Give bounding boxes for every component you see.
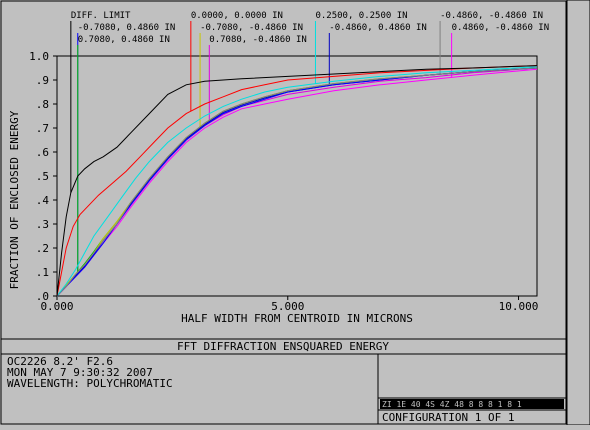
x-axis-ticks: 0.000 5.000 10.000 [40, 296, 538, 313]
y-tick-label: .4 [36, 194, 50, 207]
legend-label: 0.7080, 0.4860 IN [78, 35, 170, 45]
report-title: FFT DIFFRACTION ENSQUARED ENERGY [177, 340, 389, 353]
legend-label: -0.4860, -0.4860 IN [440, 11, 543, 21]
x-tick-label: 10.000 [499, 300, 539, 313]
legend-label: -0.7080, 0.4860 IN [78, 23, 176, 33]
series-line [56, 67, 538, 297]
y-tick-label: .5 [36, 170, 49, 183]
y-tick-label: .8 [36, 98, 49, 111]
legend-label: -0.4860, 0.4860 IN [329, 23, 427, 33]
y-tick-label: .7 [36, 122, 49, 135]
curve-group [56, 65, 538, 297]
y-tick-label: .1 [36, 266, 49, 279]
y-tick-label: .9 [36, 74, 49, 87]
legend-label: DIFF. LIMIT [71, 11, 131, 21]
vertical-scrollbar[interactable] [566, 0, 590, 426]
info-line-wavelength: WAVELENGTH: POLYCHROMATIC [7, 377, 173, 390]
legend-label: 0.7080, -0.4860 IN [209, 35, 307, 45]
y-tick-label: .6 [36, 146, 49, 159]
y-axis-ticks: .0 .1 .2 .3 .4 .5 .6 .7 .8 .9 1.0 [29, 50, 57, 303]
y-tick-label: .0 [36, 290, 49, 303]
y-tick-label: 1.0 [29, 50, 49, 63]
footer-strip-bg [380, 399, 564, 409]
series-line [56, 65, 538, 297]
legend-labels: DIFF. LIMIT 0.0000, 0.0000 IN 0.2500, 0.25… [71, 11, 549, 45]
y-axis-label: FRACTION OF ENCLOSED ENERGY [8, 110, 21, 289]
y-tick-label: .3 [36, 218, 49, 231]
footer-strip-text: ZI 1E 40 4S 4Z 48 8 8 8 1 8 1 [382, 400, 522, 409]
legend-label: 0.2500, 0.2500 IN [315, 11, 407, 21]
legend-label: 0.4860, -0.4860 IN [452, 23, 550, 33]
x-tick-label: 0.000 [40, 300, 73, 313]
info-line-lens: OC2226 8.2' F2.6 [7, 355, 113, 368]
x-tick-label: 5.000 [271, 300, 304, 313]
info-line-date: MON MAY 7 9:30:32 2007 [7, 366, 153, 379]
x-axis-label: HALF WIDTH FROM CENTROID IN MICRONS [181, 312, 413, 325]
series-line [56, 65, 538, 297]
legend-label: -0.7080, -0.4860 IN [200, 23, 303, 33]
configuration-label: CONFIGURATION 1 OF 1 [382, 411, 514, 424]
y-tick-label: .2 [36, 242, 49, 255]
series-line [56, 67, 538, 297]
series-line [56, 66, 538, 297]
legend-label: 0.0000, 0.0000 IN [191, 11, 283, 21]
legend-leader-lines [70, 21, 453, 275]
